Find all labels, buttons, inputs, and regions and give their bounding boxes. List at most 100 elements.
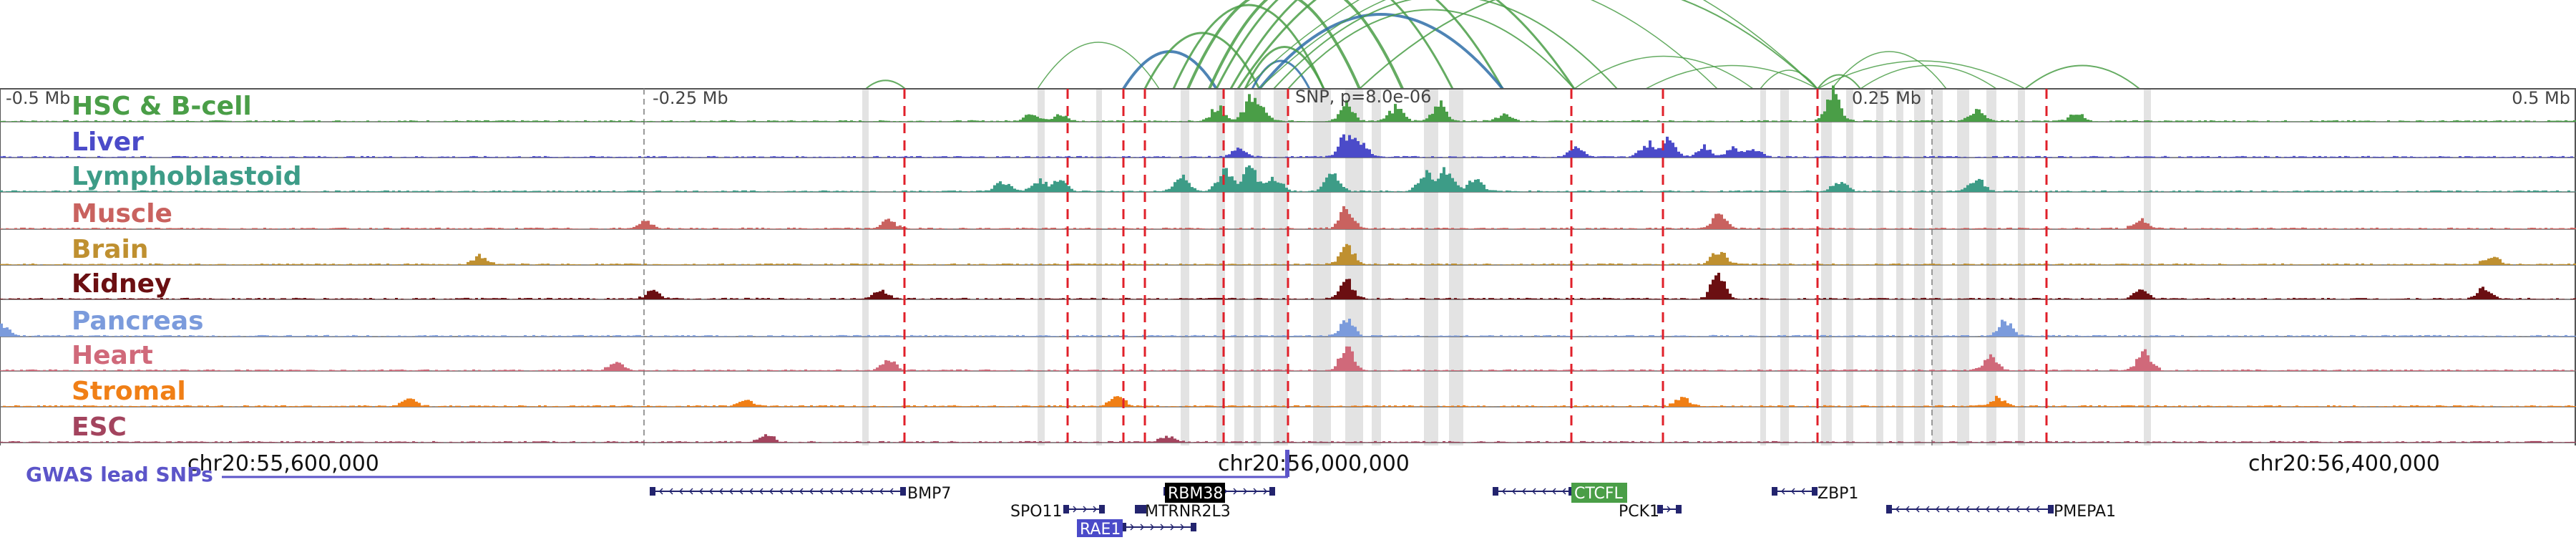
gray-band [1038, 89, 1045, 445]
gene-strand-arrow [1965, 506, 1970, 513]
gray-band [1254, 89, 1261, 445]
loop-arc [1860, 64, 1997, 90]
gray-band [1957, 89, 1969, 445]
loop-arc [1287, 9, 1575, 90]
gene-strand-arrow [728, 488, 733, 495]
gene-strand-arrow [1790, 488, 1795, 495]
gene-strand-arrow [889, 488, 894, 495]
gene-exon [1121, 523, 1126, 531]
gene-strand-arrow [1905, 506, 1910, 513]
loop-arc [2024, 64, 2140, 90]
loop-arc [1574, 55, 1754, 90]
gene-strand-arrow [859, 488, 864, 495]
gene-strand-arrow [809, 488, 814, 495]
gene-exon [900, 487, 906, 496]
loop-arc [1273, 0, 1618, 90]
gene-strand-arrow [698, 488, 703, 495]
loop-arc [1244, 46, 1325, 90]
gene-strand-arrow [1985, 506, 1990, 513]
gene-strand-arrow [1073, 506, 1078, 513]
gene-strand-arrow [769, 488, 774, 495]
loop-arc [1831, 51, 1947, 90]
gene-strand-arrow [839, 488, 844, 495]
gene-strand-arrow [1233, 488, 1238, 495]
gene-strand-arrow [789, 488, 794, 495]
gray-band [1986, 89, 1996, 445]
gray-highlight-bands [862, 89, 2151, 445]
gene-exon [1063, 505, 1069, 514]
gray-band [1876, 89, 1883, 445]
gene-exon [1886, 505, 1892, 514]
loop-arc [1817, 60, 2026, 90]
gene-strand-arrow [1243, 488, 1248, 495]
snp-label: SNP, p=8.0e-06 [1295, 87, 1431, 107]
gene-strand-arrow [1093, 506, 1098, 513]
gene-exon [1772, 487, 1777, 496]
gene-strand-arrow [1925, 506, 1930, 513]
gene-strand-arrow [758, 488, 763, 495]
gray-band [2018, 89, 2025, 445]
gene-strand-arrow [869, 488, 874, 495]
red-dashed-markers [903, 89, 2048, 445]
gene-exon [1269, 487, 1275, 496]
gene-label-bmp7: BMP7 [907, 485, 951, 503]
gray-band [1821, 89, 1832, 445]
track-label-brain: Brain [72, 235, 148, 264]
ruler-label-mid-right: 0.25 Mb [1852, 88, 1921, 108]
coordinate-right: chr20:56,400,000 [2248, 451, 2440, 476]
gene-strand-arrow [1160, 524, 1165, 531]
loop-arc [1259, 0, 1718, 90]
loop-arc [1258, 13, 1504, 90]
gene-exon [650, 487, 655, 496]
gene-strand-arrow [1541, 488, 1546, 495]
track-label-heart: Heart [72, 341, 153, 370]
track-label-lymphoblastoid: Lymphoblastoid [72, 162, 302, 191]
ruler-label-left: -0.5 Mb [6, 88, 70, 108]
gene-strand-arrow [668, 488, 673, 495]
gray-band [1896, 89, 1903, 445]
gray-band [1313, 89, 1331, 445]
loop-arc [1645, 64, 1818, 90]
gene-strand-arrow [1083, 506, 1088, 513]
gene-strand-arrow [1551, 488, 1556, 495]
gene-strand-arrow [1915, 506, 1920, 513]
gene-strand-arrow [1521, 488, 1526, 495]
gene-strand-arrow [718, 488, 723, 495]
track-label-hsc: HSC & B-cell [72, 92, 252, 121]
gene-exon [1676, 505, 1682, 514]
track-signal [0, 206, 2576, 229]
gene-strand-arrow [779, 488, 784, 495]
gene-strand-arrow [1150, 524, 1155, 531]
coordinate-left: chr20:55,600,000 [187, 451, 379, 476]
gene-strand-arrow [2025, 506, 2030, 513]
gray-band [1096, 89, 1102, 445]
gene-strand-arrow [1995, 506, 2000, 513]
gene-exon [2048, 505, 2054, 514]
gene-strand-arrow [688, 488, 693, 495]
gene-strand-arrow [1501, 488, 1506, 495]
gene-strand-arrow [708, 488, 713, 495]
chromatin-loop-arcs [865, 0, 2140, 90]
gene-badge-rbm38 [1165, 483, 1225, 503]
gene-strand-arrow [1780, 488, 1785, 495]
gene-badge-ctcfl [1571, 483, 1627, 503]
gray-band [1234, 89, 1244, 445]
gene-badge-rae1 [1077, 519, 1123, 537]
gray-band [1181, 89, 1189, 445]
loop-arc [1359, 0, 1818, 90]
loop-arc [1186, 0, 1361, 90]
gene-strand-arrow [1130, 524, 1135, 531]
track-label-liver: Liver [72, 127, 144, 157]
loop-arc [1251, 59, 1311, 90]
gray-band [1372, 89, 1381, 445]
gene-strand-arrow [1170, 524, 1175, 531]
loop-arc [1760, 69, 1818, 90]
gene-strand-arrow [829, 488, 834, 495]
gene-strand-arrow [738, 488, 743, 495]
loop-arc [865, 79, 906, 90]
track-label-kidney: Kidney [72, 269, 172, 299]
gene-strand-arrow [2015, 506, 2020, 513]
gene-strand-arrow [1253, 488, 1258, 495]
track-signal [0, 434, 2576, 443]
